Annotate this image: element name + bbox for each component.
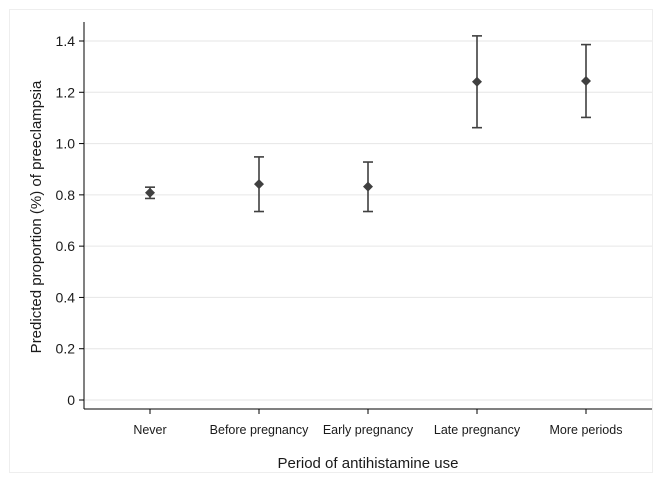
y-tick-label: 0 (67, 392, 75, 408)
y-tick-label: 1.2 (56, 84, 76, 100)
chart-frame (9, 9, 653, 473)
y-tick-label: 0.8 (56, 187, 76, 203)
x-tick-label: Before pregnancy (210, 423, 309, 437)
y-axis-title: Predicted proportion (%) of preeclampsia (28, 80, 45, 353)
y-tick-label: 0.6 (56, 238, 76, 254)
x-tick-label: Late pregnancy (434, 423, 521, 437)
data-layer (145, 35, 591, 213)
data-point (472, 76, 482, 87)
x-tick-label: Early pregnancy (323, 423, 414, 437)
axis-layer: 0 0.2 0.4 0.6 0.8 1.0 1.2 1.4 Never Before pregna… (56, 22, 652, 437)
data-point (581, 76, 591, 87)
x-tick-label: More periods (550, 423, 623, 437)
data-point (254, 179, 264, 190)
data-point (145, 187, 155, 198)
y-tick-label: 0.2 (56, 341, 76, 357)
x-axis-title: Period of antihistamine use (278, 455, 459, 472)
y-tick-label: 1.4 (56, 33, 76, 49)
y-tick-label: 1.0 (56, 136, 76, 152)
data-point (363, 181, 373, 192)
x-tick-label: Never (133, 423, 166, 437)
grid-layer (85, 40, 652, 401)
y-tick-label: 0.4 (56, 289, 76, 305)
